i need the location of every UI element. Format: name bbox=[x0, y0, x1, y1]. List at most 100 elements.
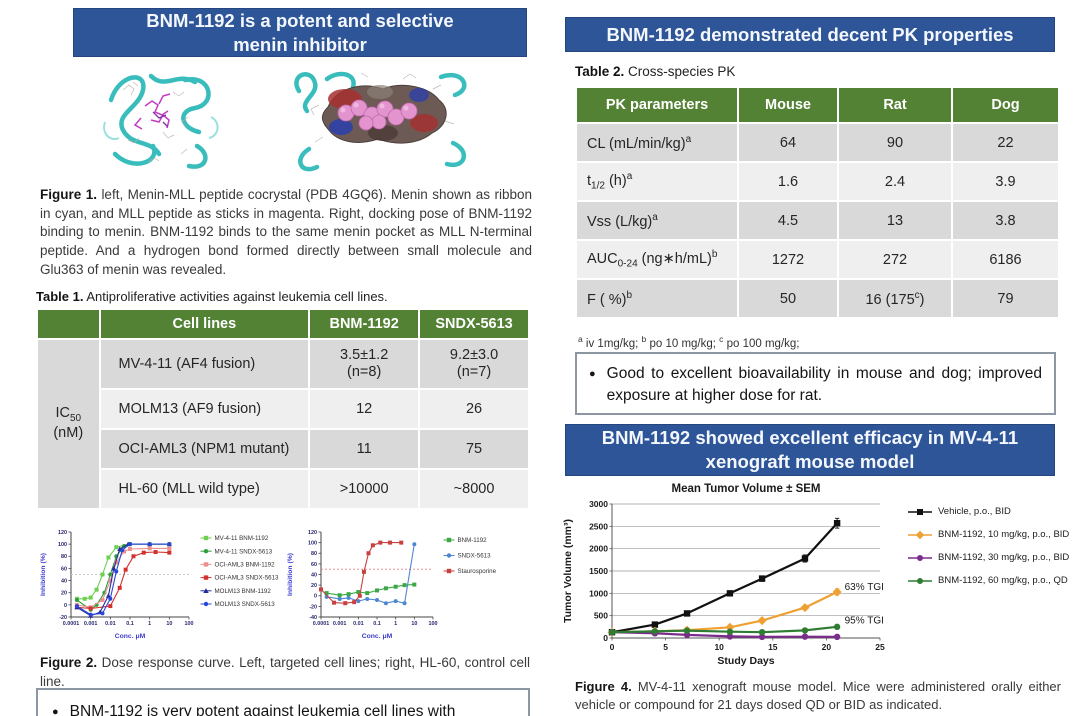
svg-text:Conc. μM: Conc. μM bbox=[115, 633, 146, 640]
legend-marker bbox=[908, 530, 932, 540]
table1-title: Table 1. Antiproliferative activities ag… bbox=[36, 289, 388, 304]
legend-marker bbox=[908, 554, 932, 561]
svg-text:0.01: 0.01 bbox=[105, 621, 116, 627]
tumor-chart-legend: Vehicle, p.o., BID BNM-1192, 10 mg/kg, p.… bbox=[907, 480, 1075, 677]
ic50-value: 26 bbox=[420, 390, 528, 428]
antiproliferative-activity-table: Cell lines BNM-1192 SNDX-5613 IC50 (nM) MV-4… bbox=[36, 308, 530, 510]
figure4-xenograft: 0 5 10 15 20 25 0 500 1000 1500 2000 2500 3000 Mean T… bbox=[560, 480, 1075, 677]
section-title-text: BNM-1192 is a potent and selective menin… bbox=[146, 9, 454, 55]
legend-label: BNM-1192, 10 mg/kg, p.o., BID bbox=[938, 528, 1070, 540]
svg-text:MV-4-11 BNM-1192: MV-4-11 BNM-1192 bbox=[215, 535, 269, 542]
svg-text:BNM-1192: BNM-1192 bbox=[458, 537, 488, 544]
svg-text:60: 60 bbox=[61, 566, 67, 572]
ic50-value: >10000 bbox=[310, 470, 419, 508]
svg-text:Staurosporine: Staurosporine bbox=[458, 568, 497, 575]
svg-text:2000: 2000 bbox=[589, 544, 608, 554]
svg-text:1: 1 bbox=[148, 621, 151, 627]
figure1-images bbox=[36, 60, 530, 184]
pk-value: 22 bbox=[953, 124, 1058, 161]
table2-header-cell: Dog bbox=[953, 88, 1058, 122]
legend-entry: BNM-1192, 30 mg/kg, p.o., BID bbox=[907, 552, 1075, 564]
pk-value: 64 bbox=[739, 124, 837, 161]
svg-text:1500: 1500 bbox=[589, 566, 608, 576]
svg-text:MOLM13 SNDX-5613: MOLM13 SNDX-5613 bbox=[215, 601, 276, 608]
svg-text:0: 0 bbox=[314, 594, 317, 600]
svg-text:OCI-AML3 BNM-1192: OCI-AML3 BNM-1192 bbox=[215, 562, 276, 569]
legend-entry: BNM-1192, 10 mg/kg, p.o., BID bbox=[907, 529, 1075, 541]
svg-text:MV-4-11 SNDX-5613: MV-4-11 SNDX-5613 bbox=[215, 548, 273, 555]
svg-text:2500: 2500 bbox=[589, 521, 608, 531]
section-title-text: BNM-1192 showed excellent efficacy in MV… bbox=[601, 427, 1019, 472]
cell-line-name: MOLM13 (AF9 fusion) bbox=[100, 390, 309, 428]
section-title-text: BNM-1192 demonstrated decent PK properti… bbox=[606, 23, 1014, 45]
pk-parameter-name: Vss (L/kg)a bbox=[577, 202, 737, 239]
table2-row: F ( %)b 50 16 (175c) 79 bbox=[577, 280, 1058, 317]
svg-text:3000: 3000 bbox=[589, 499, 608, 509]
table1-row: OCI-AML3 (NPM1 mutant) 11 75 bbox=[38, 430, 528, 468]
svg-text:40: 40 bbox=[311, 572, 317, 578]
svg-text:Inhibition (%): Inhibition (%) bbox=[40, 553, 47, 596]
legend-label: BNM-1192, 30 mg/kg, p.o., BID bbox=[938, 551, 1070, 563]
pk-value: 272 bbox=[839, 241, 951, 278]
pk-parameter-name: t1/2 (h)a bbox=[577, 163, 737, 200]
svg-text:40: 40 bbox=[61, 579, 67, 585]
svg-text:0.01: 0.01 bbox=[353, 621, 364, 627]
table2-title: Table 2. Cross-species PK bbox=[575, 64, 735, 79]
ic50-value: 11 bbox=[310, 430, 419, 468]
table2-header-row: PK parameters Mouse Rat Dog bbox=[577, 88, 1058, 122]
pk-value: 50 bbox=[739, 280, 837, 317]
svg-text:10: 10 bbox=[166, 621, 172, 627]
svg-text:0.1: 0.1 bbox=[126, 621, 134, 627]
svg-text:10: 10 bbox=[714, 642, 724, 652]
legend-entry: BNM-1192, 60 mg/kg, p.o., QD bbox=[907, 575, 1075, 587]
figure2-caption-label: Figure 2. bbox=[40, 655, 98, 670]
figure2-caption: Figure 2. Dose response curve. Left, tar… bbox=[40, 654, 530, 691]
pk-value: 13 bbox=[839, 202, 951, 239]
protein-structure-docking-image bbox=[294, 71, 467, 171]
svg-text:Conc. μM: Conc. μM bbox=[362, 633, 393, 640]
table1-header-cell: Cell lines bbox=[100, 310, 309, 338]
figure4-caption: Figure 4. MV-4-11 xenograft mouse model.… bbox=[575, 678, 1061, 714]
pk-value: 90 bbox=[839, 124, 951, 161]
table2-row: CL (mL/min/kg)a 64 90 22 bbox=[577, 124, 1058, 161]
legend-label: BNM-1192, 60 mg/kg, p.o., QD bbox=[938, 574, 1068, 586]
svg-text:25: 25 bbox=[875, 642, 885, 652]
svg-text:0.0001: 0.0001 bbox=[313, 621, 330, 627]
svg-text:1: 1 bbox=[394, 621, 397, 627]
cross-species-pk-table: PK parameters Mouse Rat Dog CL (mL/min/kg)a 6… bbox=[575, 86, 1060, 319]
pk-parameter-name: CL (mL/min/kg)a bbox=[577, 124, 737, 161]
table2-title-label: Table 2. bbox=[575, 64, 625, 79]
svg-text:95% TGI: 95% TGI bbox=[845, 615, 884, 626]
table2-title-text: Cross-species PK bbox=[628, 64, 736, 79]
pk-value: 1.6 bbox=[739, 163, 837, 200]
table1-header-row: Cell lines BNM-1192 SNDX-5613 bbox=[38, 310, 528, 338]
figure1-caption-label: Figure 1. bbox=[40, 187, 97, 202]
cell-line-name: OCI-AML3 (NPM1 mutant) bbox=[100, 430, 309, 468]
svg-text:100: 100 bbox=[185, 621, 194, 627]
bullet-icon: ● bbox=[589, 368, 596, 380]
table1-title-label: Table 1. bbox=[36, 289, 84, 304]
table2-row: t1/2 (h)a 1.6 2.4 3.9 bbox=[577, 163, 1058, 200]
table1-row: HL-60 (MLL wild type) >10000 ~8000 bbox=[38, 470, 528, 508]
pk-value: 3.9 bbox=[953, 163, 1058, 200]
dose-response-chart-targeted: 0.0001 0.001 0.01 0.1 1 10 100 -20 0 20 40 60 80 100 1… bbox=[40, 530, 279, 640]
table2-header-cell: Rat bbox=[839, 88, 951, 122]
pk-value: 6186 bbox=[953, 241, 1058, 278]
table2-footnote: a iv 1mg/kg; b po 10 mg/kg; c po 100 mg/… bbox=[578, 334, 800, 350]
svg-text:500: 500 bbox=[594, 611, 608, 621]
ic50-value: 9.2±3.0 (n=7) bbox=[420, 340, 528, 388]
figure2-dose-response: 0.0001 0.001 0.01 0.1 1 10 100 -20 0 20 40 60 80 100 1… bbox=[36, 522, 530, 650]
pk-value: 16 (175c) bbox=[839, 280, 951, 317]
table2-header-cell: Mouse bbox=[739, 88, 837, 122]
svg-text:15: 15 bbox=[768, 642, 778, 652]
protein-structure-cocrystal-image bbox=[103, 73, 219, 169]
table1-header-cell bbox=[38, 310, 99, 338]
pk-value: 2.4 bbox=[839, 163, 951, 200]
svg-text:0.1: 0.1 bbox=[373, 621, 381, 627]
cell-line-name: MV-4-11 (AF4 fusion) bbox=[100, 340, 309, 388]
svg-text:60: 60 bbox=[311, 562, 317, 568]
table1-header-cell: BNM-1192 bbox=[310, 310, 419, 338]
cell-line-name: HL-60 (MLL wild type) bbox=[100, 470, 309, 508]
figure2-caption-text: Dose response curve. Left, targeted cell… bbox=[40, 655, 530, 689]
